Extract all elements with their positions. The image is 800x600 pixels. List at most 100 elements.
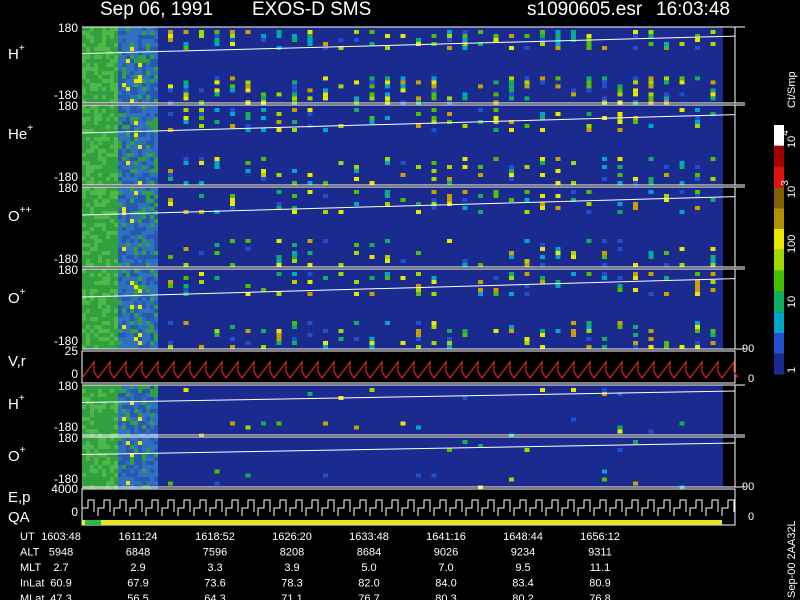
spectrogram-cell	[648, 329, 654, 333]
spectrogram-cell	[106, 263, 110, 267]
spectrogram-cell	[98, 437, 102, 441]
spectrogram-cell	[146, 259, 150, 263]
spectrogram-cell	[98, 239, 102, 243]
spectrogram-cell	[307, 96, 313, 101]
spectrogram-cell	[134, 63, 138, 67]
spectrogram-cell	[540, 333, 545, 337]
spectrogram-cell	[126, 465, 130, 469]
spectrogram-cell	[110, 413, 114, 417]
spectrogram-cell	[126, 113, 130, 117]
spectrogram-cell	[106, 289, 110, 293]
panel-label-sup: +	[20, 287, 26, 298]
spectrogram-cell	[679, 263, 685, 267]
spectrogram-cell	[142, 297, 146, 301]
spectrogram-cell	[245, 80, 251, 85]
cell: 1626:20	[272, 531, 312, 543]
spectrogram-cell	[90, 401, 94, 405]
spectrogram-cell	[98, 243, 102, 247]
spectrogram-cell	[130, 109, 134, 113]
spectrogram-cell	[138, 301, 142, 305]
spectrogram-cell	[323, 42, 328, 46]
spectrogram-cell	[90, 35, 94, 39]
spectrogram-cell	[633, 80, 638, 85]
spectrogram-cell	[509, 96, 514, 101]
spectrogram-cell	[102, 417, 106, 421]
spectrogram-cell	[98, 161, 102, 165]
spectrogram-cell	[142, 199, 146, 203]
spectrogram-cell	[138, 429, 142, 433]
spectrogram-cell	[114, 273, 118, 277]
colorbar-segment	[774, 166, 784, 188]
spectrogram-cell	[102, 231, 106, 235]
spectrogram-cell	[385, 46, 390, 50]
spectrogram-cell	[126, 247, 130, 251]
data-gap	[723, 269, 735, 349]
spectrogram-cell	[323, 76, 328, 81]
spectrogram-cell	[276, 329, 282, 333]
spectrogram-cell	[122, 95, 126, 99]
spectrogram-cell	[94, 149, 98, 153]
spectrogram-cell	[183, 116, 189, 120]
spectrogram-cell	[138, 235, 142, 239]
spectrogram-cell	[146, 43, 150, 47]
spectrogram-cell	[183, 321, 189, 325]
spectrogram-cell	[102, 199, 106, 203]
spectrogram-cell	[695, 345, 700, 349]
spectrogram-cell	[82, 281, 86, 285]
spectrogram-cell	[130, 397, 134, 401]
spectrogram-cell	[199, 181, 204, 185]
spectrogram-cell	[276, 190, 282, 194]
cell: 80.2	[512, 593, 533, 600]
spectrogram-cell	[146, 273, 150, 277]
colorbar-segment	[774, 145, 784, 167]
spectrogram-cell	[154, 195, 158, 199]
spectrogram-cell	[86, 473, 90, 477]
spectrogram-cell	[90, 281, 94, 285]
spectrogram-cell	[150, 227, 154, 231]
spectrogram-cell	[509, 92, 514, 97]
spectrogram-cell	[110, 223, 114, 227]
spectrogram-cell	[142, 67, 146, 71]
spectrogram-cell	[106, 429, 110, 433]
spectrogram-cell	[94, 409, 98, 413]
data-gap	[723, 437, 735, 487]
cell: 6848	[126, 546, 150, 558]
spectrogram-cell	[142, 341, 146, 345]
spectrogram-cell	[509, 255, 514, 259]
spectrogram-cell	[199, 100, 204, 105]
spectrogram-cell	[142, 251, 146, 255]
spectrogram-cell	[122, 345, 126, 349]
spectrogram-cell	[540, 329, 545, 333]
spectrogram-cell	[292, 92, 297, 97]
spectrogram-cell	[154, 329, 158, 333]
spectrogram-cell	[122, 289, 126, 293]
spectrogram-cell	[633, 34, 638, 38]
spectrogram-cell	[86, 389, 90, 393]
spectrogram-cell	[150, 389, 154, 393]
spectrogram-cell	[134, 177, 138, 181]
spectrogram-cell	[126, 79, 130, 83]
spectrogram-cell	[86, 243, 90, 247]
spectrogram-cell	[134, 405, 138, 409]
spectrogram-cell	[150, 153, 154, 157]
spectrogram-cell	[126, 429, 130, 433]
spectrogram-cell	[617, 425, 623, 430]
spectrogram-cell	[134, 67, 138, 71]
spectrogram-cell	[154, 105, 158, 109]
spectrogram-cell	[110, 187, 114, 191]
cell: 1656:12	[580, 531, 620, 543]
spectrogram-cell	[385, 116, 390, 120]
axis-label: 180	[58, 379, 78, 393]
cell: 8684	[357, 546, 381, 558]
spectrogram-cell	[710, 272, 716, 276]
spectrogram-cell	[122, 137, 126, 141]
spectrogram-cell	[102, 161, 106, 165]
spectrogram-cell	[114, 285, 118, 289]
spectrogram-cell	[118, 55, 122, 59]
spectrogram-cell	[146, 121, 150, 125]
spectrogram-cell	[86, 393, 90, 397]
spectrogram-cell	[122, 473, 126, 477]
spectrogram-cell	[98, 345, 102, 349]
spectrogram-cell	[122, 341, 126, 345]
spectrogram-cell	[138, 177, 142, 181]
